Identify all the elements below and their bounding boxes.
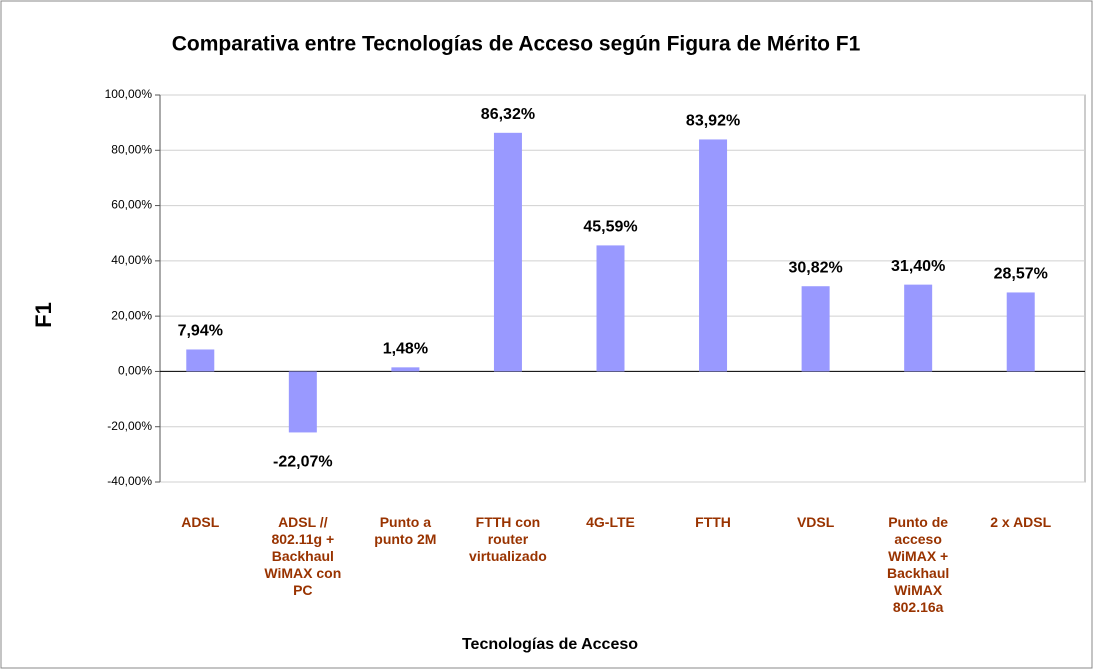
bar bbox=[699, 139, 728, 372]
data-label: 86,32% bbox=[481, 106, 535, 123]
x-tick-label: FTTH con router virtualizado bbox=[469, 514, 547, 564]
bar bbox=[186, 349, 215, 372]
data-label: 30,82% bbox=[788, 259, 842, 276]
x-tick-label: Punto de acceso WiMAX + Backhaul WiMAX 8… bbox=[887, 514, 950, 615]
y-tick-label: 100,00% bbox=[105, 87, 153, 101]
data-label: 28,57% bbox=[994, 266, 1048, 283]
data-label: 1,48% bbox=[383, 341, 428, 358]
y-tick-label: 40,00% bbox=[111, 253, 152, 267]
data-label: 83,92% bbox=[686, 113, 740, 130]
x-tick-label: ADSL // 802.11g + Backhaul WiMAX con PC bbox=[264, 514, 342, 598]
bar bbox=[1006, 292, 1035, 372]
y-tick-label: -40,00% bbox=[107, 474, 152, 488]
x-tick-label: 4G-LTE bbox=[586, 514, 635, 530]
bar bbox=[493, 132, 522, 372]
y-tick-label: 0,00% bbox=[118, 364, 152, 378]
data-label: 7,94% bbox=[178, 323, 223, 340]
bar bbox=[801, 286, 830, 372]
bar bbox=[596, 245, 625, 372]
bar bbox=[904, 284, 933, 372]
x-tick-label: 2 x ADSL bbox=[990, 514, 1052, 530]
data-label: 31,40% bbox=[891, 258, 945, 275]
x-tick-label: Punto a punto 2M bbox=[374, 514, 437, 547]
y-tick-label: 80,00% bbox=[111, 142, 152, 156]
x-tick-label: ADSL bbox=[181, 514, 220, 530]
bar bbox=[391, 367, 420, 372]
y-axis-title: F1 bbox=[31, 302, 56, 328]
data-label: 45,59% bbox=[583, 219, 637, 236]
y-tick-label: 60,00% bbox=[111, 198, 152, 212]
x-tick-label: VDSL bbox=[796, 514, 835, 530]
bar bbox=[288, 371, 317, 433]
y-tick-label: -20,00% bbox=[107, 419, 152, 433]
chart-title: Comparativa entre Tecnologías de Acceso … bbox=[172, 33, 861, 56]
x-axis-title: Tecnologías de Acceso bbox=[462, 636, 638, 653]
y-tick-label: 20,00% bbox=[111, 308, 152, 322]
data-label: -22,07% bbox=[273, 454, 333, 471]
x-tick-label: FTTH bbox=[695, 514, 731, 530]
